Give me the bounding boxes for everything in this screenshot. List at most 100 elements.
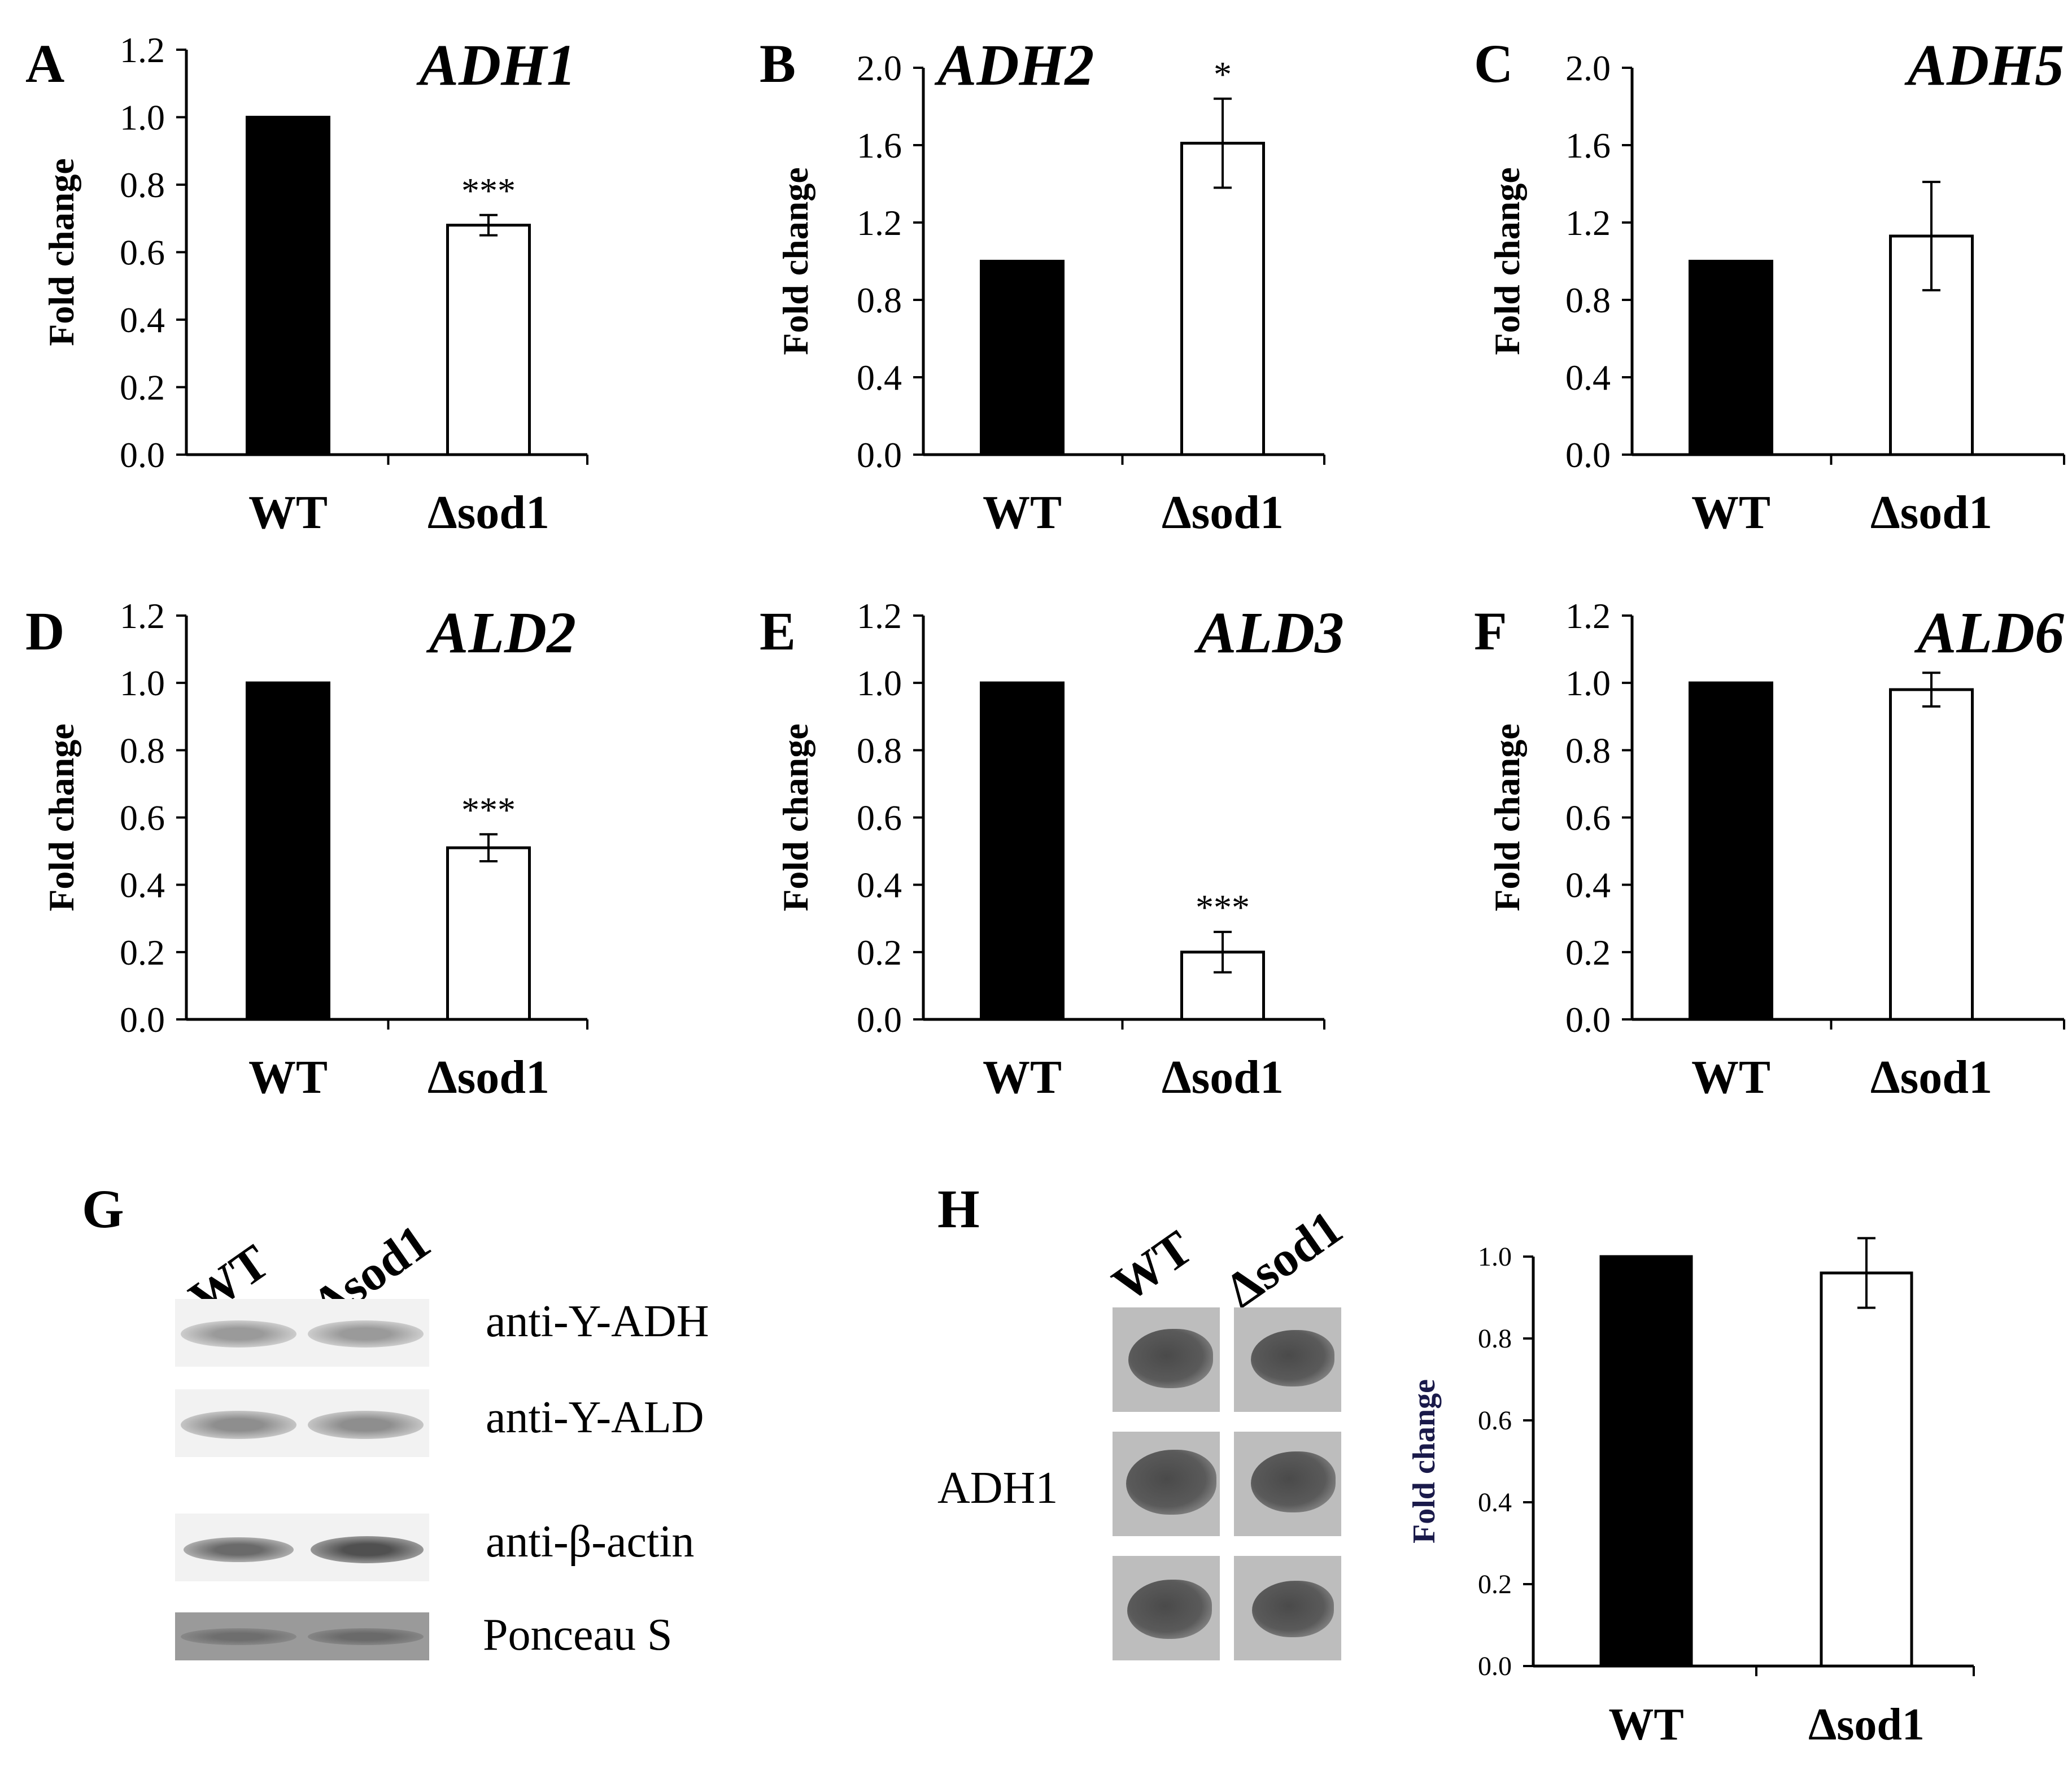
dot-blot-sod1-3 [1234, 1556, 1341, 1660]
panel-d-significance: *** [461, 790, 516, 830]
panel-h-category-label: Δsod1 [1808, 1700, 1925, 1750]
panel-c-letter: C [1474, 33, 1513, 94]
panel-h-y-tick-label: 0.0 [1478, 1651, 1512, 1681]
panel-b-category-label: Δsod1 [1162, 486, 1284, 539]
panel-e-y-tick-label: 1.0 [857, 663, 902, 703]
panel-f-category-label: Δsod1 [1870, 1051, 1992, 1104]
panel-d-y-tick-label: 0.8 [120, 730, 165, 770]
dot-blot-sod1-2 [1234, 1432, 1341, 1536]
panel-d-bar-sod1 [446, 846, 531, 1021]
panel-c-y-tick-label: 0.4 [1565, 357, 1611, 398]
panel-b-significance: * [1214, 54, 1232, 94]
panel-b-y-tick-label: 0.0 [857, 435, 902, 475]
panel-e-y-tick-label: 0.0 [857, 1000, 902, 1040]
panel-a-y-tick-label: 1.0 [120, 98, 165, 138]
panel-a-letter: A [25, 33, 64, 94]
panel-a-significance: *** [461, 171, 516, 211]
panel-f-y-tick-label: 0.8 [1565, 730, 1611, 770]
panel-d-y-tick-label: 1.0 [120, 663, 165, 703]
panel-b-y-tick-label: 2.0 [857, 48, 902, 88]
panel-a-bar-wt [246, 116, 330, 456]
panel-d-title: ALD2 [426, 600, 576, 665]
panel-e-significance: *** [1196, 887, 1250, 927]
panel-e-y-tick-label: 0.2 [857, 932, 902, 973]
panel-h-bar-sod1 [1820, 1271, 1913, 1668]
panel-a-title: ADH1 [416, 33, 576, 98]
panel-h-letter: H [937, 1179, 980, 1239]
blot-g-band-actin [175, 1514, 429, 1581]
panel-b-title: ADH2 [934, 33, 1094, 98]
panel-f-y-tick-label: 1.0 [1565, 663, 1611, 703]
dot-blot-wt-1 [1113, 1307, 1220, 1412]
panel-f-y-tick-label: 0.2 [1565, 932, 1611, 973]
panel-e-y-label: Fold change [775, 723, 815, 911]
panel-f-letter: F [1474, 601, 1507, 661]
panel-c-y-tick-label: 2.0 [1565, 48, 1611, 88]
panel-f-bar-sod1 [1889, 688, 1974, 1021]
blot-g-band-ponceau [175, 1612, 429, 1660]
panel-e-bar-wt [980, 681, 1065, 1021]
panel-b-y-tick-label: 1.6 [857, 125, 902, 165]
panel-d-y-tick-label: 1.2 [120, 596, 165, 636]
panel-f-y-tick-label: 0.6 [1565, 798, 1611, 838]
panel-f-category-label: WT [1691, 1051, 1770, 1104]
panel-e-y-tick-label: 0.4 [857, 865, 902, 905]
blot-g-band-adh [175, 1299, 429, 1367]
panel-d-letter: D [25, 601, 64, 661]
panel-c-y-label: Fold change [1487, 167, 1527, 355]
panel-c-title: ADH5 [1904, 33, 2064, 98]
panel-e-y-tick-label: 1.2 [857, 596, 902, 636]
panel-c-y-tick-label: 0.8 [1565, 280, 1611, 320]
panel-h-y-label: Fold change [1407, 1379, 1442, 1543]
panel-e-category-label: Δsod1 [1162, 1051, 1284, 1104]
panel-a-y-label: Fold change [41, 158, 81, 346]
panel-e-y-tick-label: 0.8 [857, 730, 902, 770]
panel-d-category-label: Δsod1 [428, 1051, 549, 1104]
panel-f-y-tick-label: 0.0 [1565, 1000, 1611, 1040]
panel-a-y-tick-label: 0.0 [120, 435, 165, 475]
panel-a-y-tick-label: 0.8 [120, 165, 165, 205]
panel-h-bar-wt [1599, 1255, 1693, 1668]
panel-c-category-label: WT [1691, 486, 1770, 539]
panel-h-y-tick-label: 0.8 [1478, 1324, 1512, 1354]
panel-b-category-label: WT [983, 486, 1062, 539]
panel-b-y-tick-label: 1.2 [857, 203, 902, 243]
panel-a-y-tick-label: 0.6 [120, 233, 165, 273]
panel-b-y-label: Fold change [775, 167, 815, 355]
blot-g-band-ald [175, 1389, 429, 1457]
panel-d-bar-wt [246, 681, 330, 1021]
panel-d-category-label: WT [248, 1051, 328, 1104]
panel-c-y-tick-label: 1.6 [1565, 125, 1611, 165]
panel-a-y-tick-label: 1.2 [120, 30, 165, 70]
panel-f-title: ALD6 [1914, 600, 2064, 665]
panel-a-y-tick-label: 0.4 [120, 300, 165, 340]
blot-g-label-ald: anti-Y-ALD [486, 1393, 704, 1442]
panel-h-y-tick-label: 0.2 [1478, 1569, 1512, 1599]
panel-h-y-tick-label: 0.4 [1478, 1488, 1512, 1518]
blot-h-label-adh1: ADH1 [937, 1463, 1058, 1513]
panel-d-y-label: Fold change [41, 723, 81, 911]
panel-d-y-tick-label: 0.0 [120, 1000, 165, 1040]
panel-b-bar-sod1 [1180, 142, 1265, 456]
panel-b-bar-wt [980, 260, 1065, 456]
panel-d-y-tick-label: 0.6 [120, 798, 165, 838]
panel-e-y-tick-label: 0.6 [857, 798, 902, 838]
panel-g-letter: G [82, 1179, 124, 1239]
panel-e-category-label: WT [983, 1051, 1062, 1104]
panel-c-bar-wt [1689, 260, 1773, 456]
panel-f-y-label: Fold change [1487, 723, 1527, 911]
panel-h-y-tick-label: 1.0 [1478, 1242, 1512, 1272]
panel-c-y-tick-label: 0.0 [1565, 435, 1611, 475]
blot-g-label-ponceau: Ponceau S [483, 1610, 673, 1660]
panel-a-category-label: Δsod1 [428, 486, 549, 539]
panel-b-y-tick-label: 0.4 [857, 357, 902, 398]
panel-f-bar-wt [1689, 681, 1773, 1021]
panel-f-y-tick-label: 1.2 [1565, 596, 1611, 636]
dot-blot-sod1-1 [1234, 1307, 1341, 1412]
panel-c-category-label: Δsod1 [1870, 486, 1992, 539]
panel-f-y-tick-label: 0.4 [1565, 865, 1611, 905]
panel-a-y-tick-label: 0.2 [120, 368, 165, 408]
panel-d-y-tick-label: 0.2 [120, 932, 165, 973]
